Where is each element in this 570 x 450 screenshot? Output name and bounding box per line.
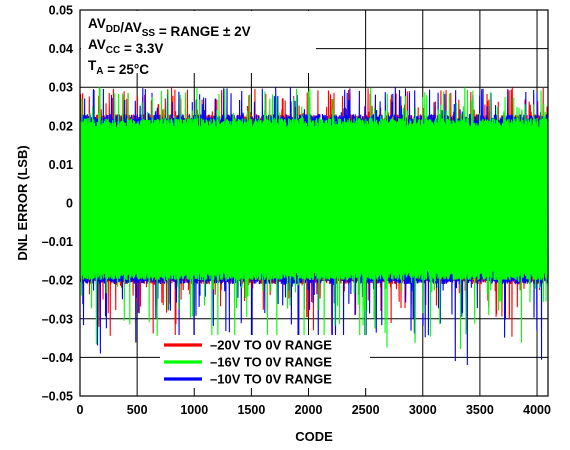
x-tick-label: 2500	[352, 403, 380, 417]
annotation-text: = 3.3V	[120, 41, 163, 56]
y-tick-label: 0.01	[49, 158, 73, 172]
annotation-line: TA = 25°C	[88, 58, 149, 77]
series-group	[79, 87, 549, 366]
x-tick-label: 4000	[523, 403, 551, 417]
x-tick-label: 2000	[295, 403, 323, 417]
annotation-text: /AV	[120, 20, 142, 35]
annotation-subscript: SS	[142, 28, 156, 39]
y-tick-label: –0.01	[42, 235, 73, 249]
y-tick-label: 0.03	[49, 81, 73, 95]
plot-frame	[79, 9, 549, 397]
axis-ticks: 0 500 1000 1500 2000 2500 3000 3500 4000 –0.05 –0.…	[42, 4, 551, 418]
annotation-text: AV	[88, 16, 106, 31]
y-tick-label: 0.04	[49, 42, 73, 56]
x-tick-label: 1500	[237, 403, 265, 417]
legend-label: –20V TO 0V RANGE	[210, 338, 332, 353]
annotation-subscript: DD	[106, 24, 120, 35]
legend-label: –16V TO 0V RANGE	[210, 355, 332, 370]
y-tick-label: 0.02	[49, 119, 73, 133]
x-tick-label: 0	[77, 403, 84, 417]
annotation-text: = RANGE ± 2V	[155, 24, 251, 39]
y-tick-label: 0	[66, 197, 73, 211]
annotation-subscript: CC	[106, 45, 120, 56]
annotation-box	[81, 11, 316, 73]
x-tick-label: 500	[127, 403, 148, 417]
annotation-text: AV	[88, 37, 106, 52]
y-tick-label: 0.05	[49, 4, 73, 18]
annotation-text: T	[88, 58, 97, 73]
annotation-line: AVCC = 3.3V	[88, 37, 163, 56]
y-tick-label: –0.04	[42, 351, 73, 365]
x-tick-label: 1000	[180, 403, 208, 417]
legend-label: –10V TO 0V RANGE	[210, 372, 332, 387]
x-tick-label: 3500	[466, 403, 494, 417]
annotation-subscript: A	[96, 66, 103, 77]
annotation-line: AVDD/AVSS = RANGE ± 2V	[88, 16, 251, 39]
y-axis-label: DNL ERROR (LSB)	[15, 145, 30, 260]
annotation-background	[81, 11, 316, 73]
series-line	[79, 87, 549, 350]
annotation-text: = 25°C	[103, 62, 149, 77]
legend: –20V TO 0V RANGE –16V TO 0V RANGE –10V TO …	[164, 338, 332, 387]
y-tick-label: –0.03	[42, 312, 73, 326]
x-axis-label: CODE	[295, 429, 333, 444]
y-tick-label: –0.02	[42, 274, 73, 288]
y-tick-label: –0.05	[42, 390, 73, 404]
x-tick-label: 3000	[409, 403, 437, 417]
